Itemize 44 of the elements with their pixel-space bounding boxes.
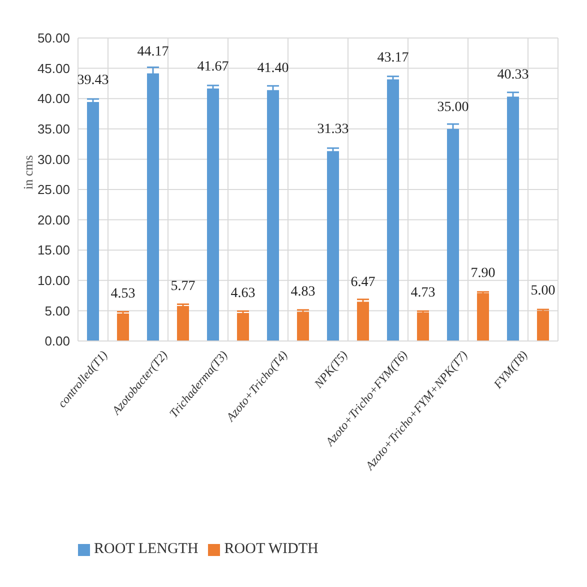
bar (357, 302, 369, 341)
bar (327, 151, 339, 341)
data-label: 41.67 (197, 59, 229, 74)
data-label: 41.40 (257, 61, 289, 76)
y-tick-label: 40.00 (37, 91, 70, 106)
data-label: 40.33 (497, 68, 529, 83)
data-label: 44.17 (137, 44, 169, 60)
data-label: 31.33 (317, 122, 349, 138)
data-label: 4.83 (290, 284, 316, 300)
y-tick-label: 45.00 (37, 60, 70, 76)
data-label: 5.00 (530, 284, 556, 299)
bar (117, 314, 129, 341)
bar (417, 312, 429, 341)
y-tick-label: 25.00 (37, 182, 70, 198)
y-axis-title: in cms (20, 155, 36, 190)
bar (207, 88, 219, 341)
y-tick-label: 10.00 (37, 273, 70, 288)
y-tick-label: 30.00 (37, 152, 70, 167)
bar (297, 312, 309, 341)
bar (387, 79, 399, 341)
legend-label: ROOT WIDTH (224, 541, 318, 557)
bar (477, 293, 489, 341)
bar (267, 90, 279, 341)
data-label: 4.63 (230, 286, 256, 301)
legend-label: ROOT LENGTH (94, 541, 198, 557)
data-label: 7.90 (470, 266, 496, 282)
bar (537, 310, 549, 341)
data-label: 4.73 (410, 285, 436, 300)
bar (507, 96, 519, 341)
data-label: 39.43 (77, 73, 109, 88)
data-label: 4.53 (110, 286, 136, 302)
y-tick-label: 15.00 (37, 242, 70, 258)
bar (87, 102, 99, 341)
y-tick-label: 35.00 (37, 122, 70, 137)
data-label: 6.47 (350, 274, 376, 290)
data-label: 43.17 (377, 50, 409, 66)
bar (237, 312, 249, 341)
y-tick-label: 5.00 (44, 303, 70, 318)
y-tick-label: 20.00 (37, 212, 70, 228)
y-tick-label: 0.00 (44, 334, 70, 349)
bar (177, 306, 189, 341)
y-tick-label: 50.00 (37, 30, 70, 46)
data-label: 35.00 (437, 100, 469, 115)
data-label: 5.77 (170, 279, 196, 294)
